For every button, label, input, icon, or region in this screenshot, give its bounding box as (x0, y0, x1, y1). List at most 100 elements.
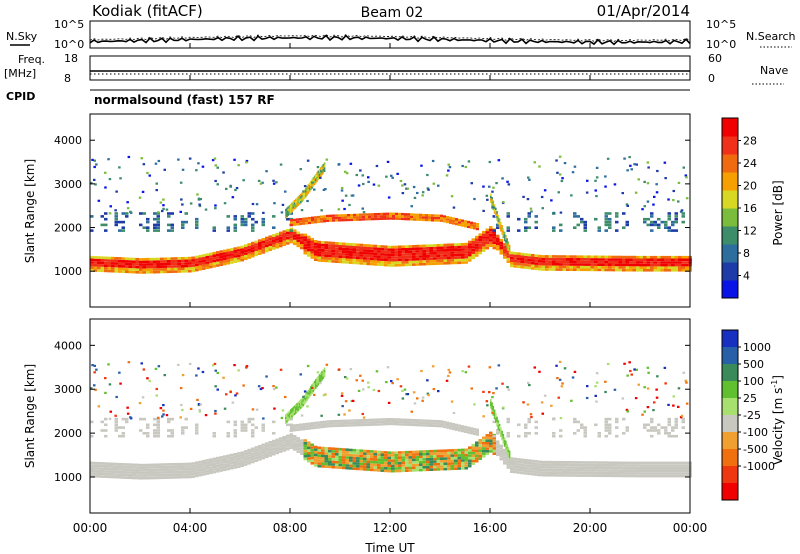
range-gate-cell (326, 217, 329, 220)
velocity-colorbar-swatch (722, 381, 738, 399)
range-gate-cell (391, 451, 395, 455)
range-gate-cell (146, 271, 150, 274)
range-gate-cell (597, 263, 601, 266)
range-gate-cell (398, 256, 402, 259)
range-gate-cell (632, 474, 636, 478)
range-gate-cell (457, 454, 461, 457)
range-gate-cell (240, 258, 244, 262)
range-gate-cell (622, 432, 626, 435)
range-gate-cell (557, 396, 560, 399)
range-gate-cell (534, 226, 538, 229)
range-gate-cell (165, 414, 169, 417)
range-gate-cell (615, 469, 619, 472)
range-gate-cell (167, 476, 171, 479)
range-gate-cell (450, 467, 454, 471)
range-gate-cell (664, 426, 668, 429)
range-gate-cell (508, 455, 511, 458)
range-gate-cell (199, 403, 202, 406)
range-gate-cell (657, 474, 661, 478)
range-gate-cell (118, 473, 122, 476)
range-gate-cell (674, 266, 678, 269)
range-gate-cell (366, 449, 370, 453)
range-gate-cell (667, 417, 671, 421)
range-gate-cell (286, 242, 290, 245)
range-gate-cell (177, 473, 181, 476)
range-gate-cell (449, 424, 452, 428)
range-gate-cell (389, 418, 392, 421)
range-gate-cell (314, 426, 317, 429)
range-gate-cell (464, 428, 467, 431)
x-tick-label: 12:00 (373, 521, 408, 535)
range-gate-cell (216, 264, 220, 267)
range-gate-cell (488, 366, 492, 369)
range-gate-cell (146, 220, 150, 224)
range-gate-cell (522, 195, 525, 198)
range-gate-cell (461, 461, 465, 465)
range-gate-cell (254, 245, 258, 249)
range-gate-cell (230, 464, 234, 467)
range-gate-cell (443, 457, 447, 460)
range-gate-cell (485, 439, 489, 442)
range-gate-cell (343, 413, 346, 416)
range-gate-cell (146, 229, 150, 232)
range-gate-cell (311, 179, 313, 182)
range-gate-cell (281, 409, 285, 412)
range-gate-cell (580, 463, 584, 467)
range-gate-cell (476, 227, 479, 231)
range-gate-cell (371, 423, 374, 426)
range-gate-cell (359, 457, 363, 460)
range-gate-cell (500, 224, 502, 227)
range-gate-cell (377, 250, 381, 253)
range-gate-cell (114, 257, 118, 260)
range-gate-cell (506, 420, 510, 424)
range-gate-cell (320, 174, 322, 177)
range-gate-cell (650, 461, 654, 465)
range-gate-cell (329, 422, 332, 425)
range-gate-cell (317, 215, 320, 219)
range-gate-cell (506, 451, 508, 454)
range-gate-cell (496, 234, 500, 238)
range-gate-cell (608, 426, 612, 429)
range-gate-cell (566, 463, 570, 467)
range-gate-cell (513, 265, 517, 268)
range-gate-cell (398, 263, 402, 267)
range-gate-cell (198, 471, 202, 474)
range-gate-cell (104, 417, 108, 421)
range-gate-cell (97, 469, 101, 473)
range-gate-cell (359, 459, 363, 463)
range-gate-cell (583, 469, 587, 472)
range-gate-cell (219, 250, 223, 253)
range-gate-cell (615, 212, 619, 215)
range-gate-cell (293, 435, 297, 438)
range-gate-cell (377, 463, 381, 467)
range-gate-cell (279, 442, 283, 445)
range-gate-cell (163, 257, 167, 261)
range-gate-cell (422, 419, 425, 422)
range-gate-cell (370, 465, 374, 469)
range-gate-cell (611, 266, 615, 269)
range-gate-cell (436, 244, 440, 247)
range-gate-cell (387, 245, 391, 249)
range-gate-cell (416, 191, 419, 195)
range-gate-cell (538, 473, 542, 477)
range-gate-cell (247, 459, 251, 462)
power-colorbar-swatch (722, 136, 738, 155)
range-gate-cell (349, 459, 353, 462)
range-gate-cell (128, 466, 132, 469)
range-gate-cell (349, 258, 353, 262)
range-gate-cell (212, 434, 216, 438)
range-gate-cell (384, 453, 388, 457)
range-gate-cell (165, 208, 169, 211)
range-gate-cell (371, 213, 374, 216)
range-gate-cell (295, 206, 297, 209)
range-gate-cell (128, 270, 132, 274)
range-gate-cell (419, 453, 423, 456)
range-gate-cell (573, 215, 577, 218)
range-gate-cell (237, 251, 241, 255)
range-gate-cell (288, 415, 291, 418)
range-gate-cell (421, 194, 424, 197)
range-gate-cell (404, 215, 407, 218)
range-gate-cell (454, 243, 458, 246)
range-gate-cell (142, 368, 146, 371)
range-gate-cell (205, 263, 209, 267)
